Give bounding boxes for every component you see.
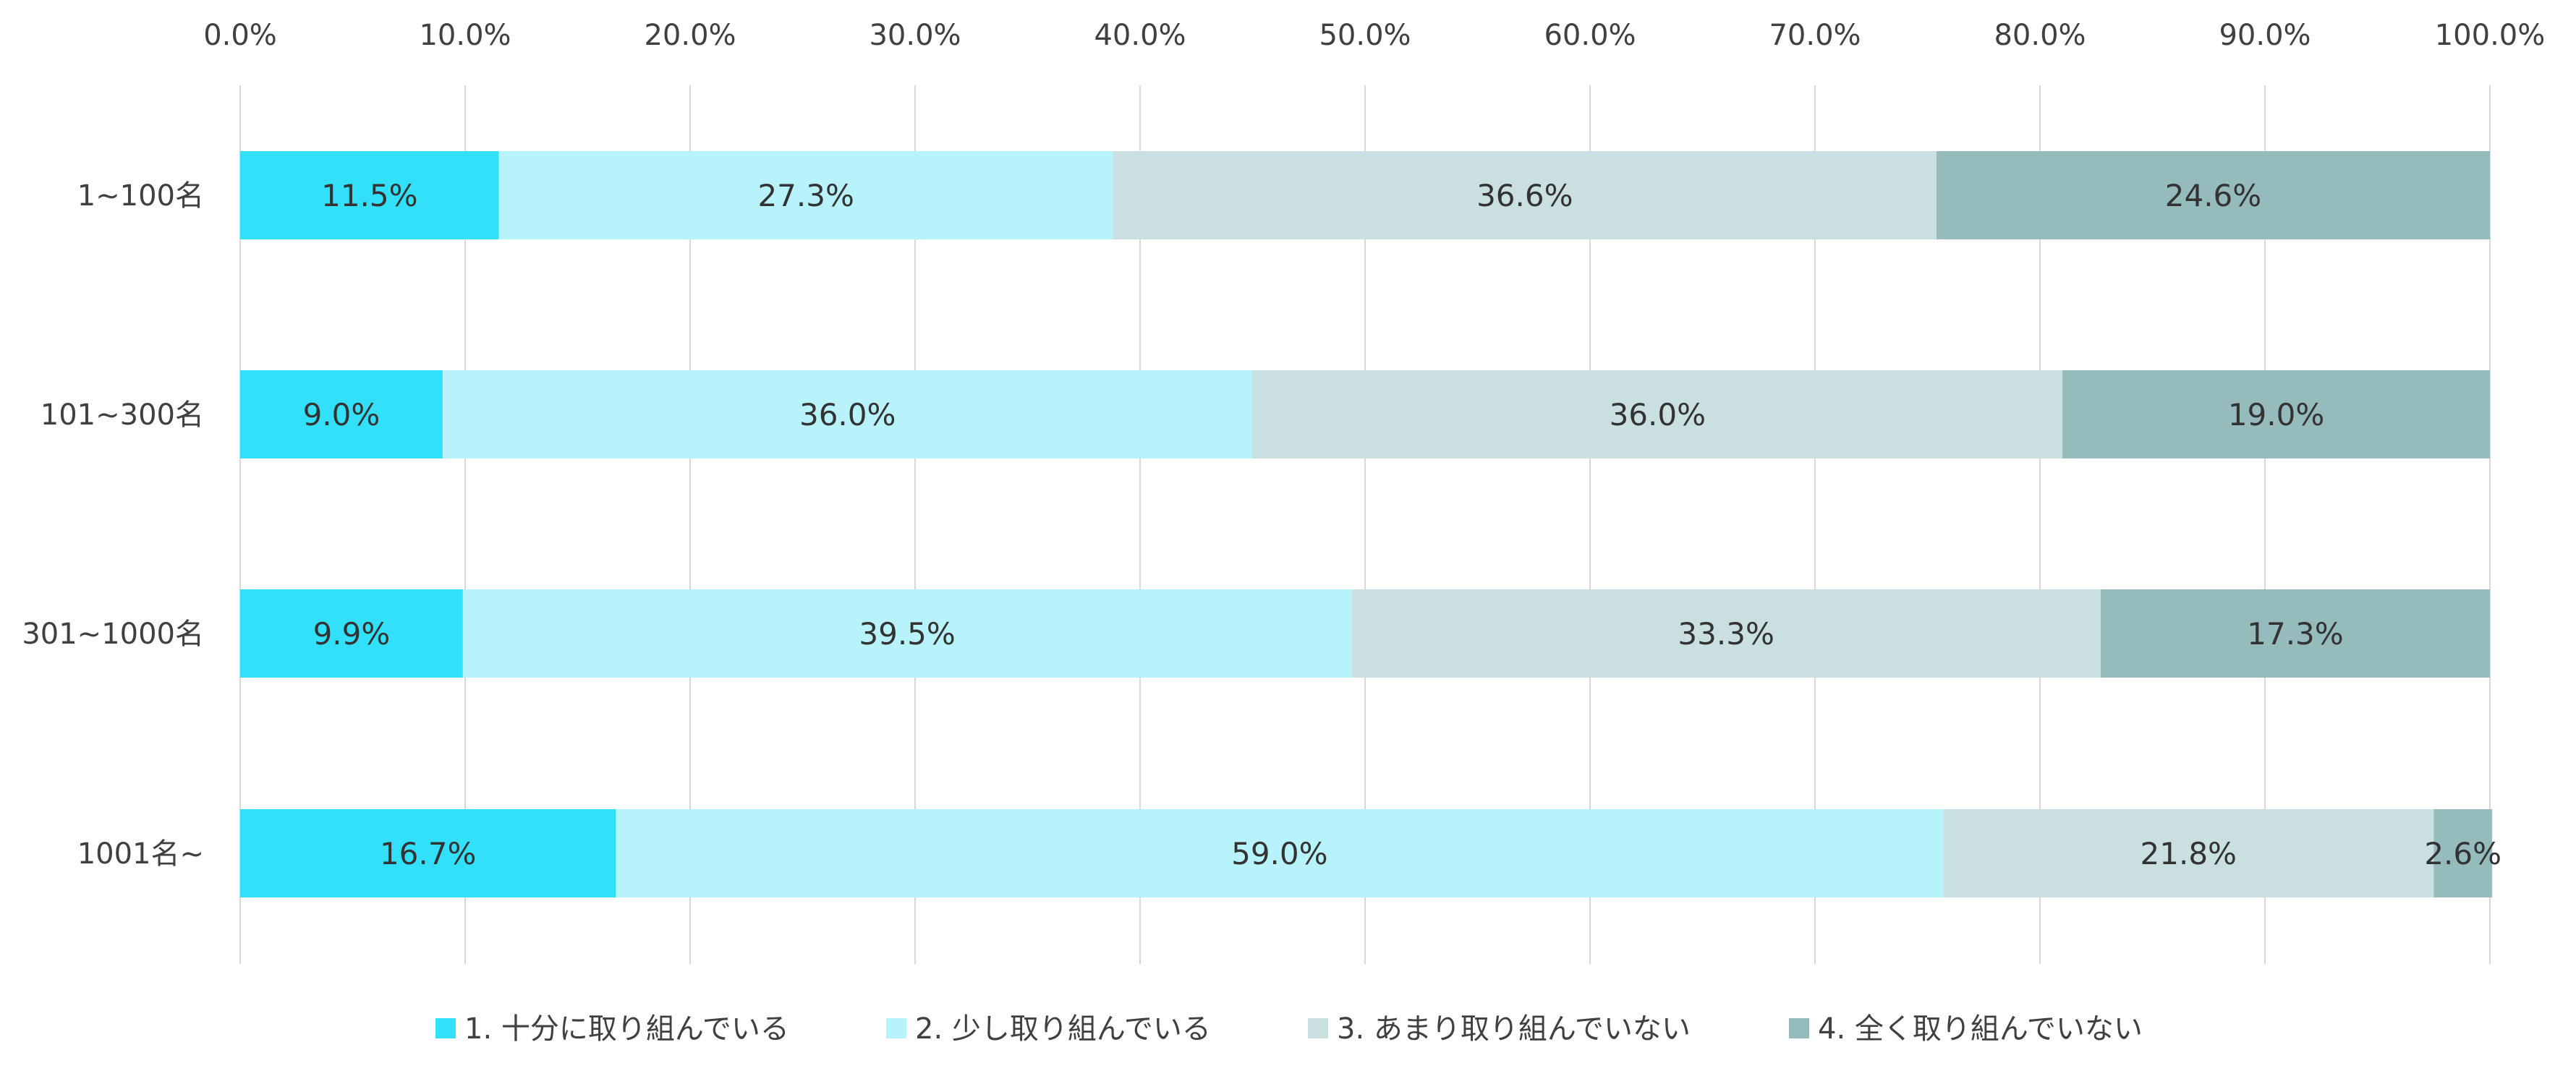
x-tick-label: 0.0% [203, 19, 277, 52]
data-label: 36.0% [799, 397, 896, 432]
bar-segment [240, 809, 616, 897]
data-label: 24.6% [2165, 178, 2261, 213]
bar-segment [1113, 151, 1937, 239]
data-label: 33.3% [1678, 616, 1774, 652]
data-label: 27.3% [757, 178, 854, 213]
category-label: 1~100名 [77, 179, 204, 213]
data-label: 9.9% [313, 616, 391, 652]
x-tick-label: 100.0% [2435, 19, 2546, 52]
x-tick-label: 80.0% [1994, 19, 2086, 52]
bars [240, 151, 2493, 897]
legend: 1. 十分に取り組んでいる 2. 少し取り組んでいる 3. あまり取り組んでいない 4… [435, 1012, 2143, 1046]
category-label: 1001名~ [77, 837, 204, 871]
data-label: 2.6% [2424, 836, 2501, 871]
legend-swatch [1789, 1018, 1809, 1038]
data-labels: 11.5% 27.3% 36.6% 24.6% 9.0% 36.0% 36.0% 19.0% 9… [303, 178, 2501, 871]
data-label: 21.8% [2141, 836, 2237, 871]
bar-segment [498, 151, 1113, 239]
x-tick-label: 20.0% [644, 19, 736, 52]
x-tick-label: 60.0% [1544, 19, 1636, 52]
data-label: 36.0% [1610, 397, 1706, 432]
legend-swatch [1308, 1018, 1328, 1038]
legend-label: 3. あまり取り組んでいない [1337, 1012, 1691, 1046]
bar-segment [442, 370, 1253, 458]
bar-segment [1936, 151, 2490, 239]
x-tick-label: 40.0% [1094, 19, 1186, 52]
data-label: 11.5% [321, 178, 417, 213]
legend-swatch [435, 1018, 456, 1038]
x-tick-label: 30.0% [869, 19, 961, 52]
bar-segment [616, 809, 1944, 897]
bar-segment [2433, 809, 2493, 897]
category-labels: 1~100名 101~300名 301~1000名 1001名~ [22, 179, 204, 871]
bar-segment [240, 151, 499, 239]
category-label: 101~300名 [41, 398, 204, 432]
bar-segment [1252, 370, 2063, 458]
category-label: 301~1000名 [22, 618, 204, 651]
legend-swatch [886, 1018, 906, 1038]
data-label: 16.7% [380, 836, 476, 871]
legend-label: 1. 十分に取り組んでいる [464, 1012, 789, 1046]
data-label: 36.6% [1476, 178, 1573, 213]
x-tick-label: 90.0% [2219, 19, 2311, 52]
x-tick-label: 50.0% [1319, 19, 1411, 52]
data-label: 9.0% [303, 397, 381, 432]
bar-segment [1943, 809, 2434, 897]
data-label: 19.0% [2228, 397, 2324, 432]
bar-segment [462, 589, 1352, 678]
data-label: 39.5% [859, 616, 955, 652]
x-axis-ticks: 0.0% 10.0% 20.0% 30.0% 40.0% 50.0% 60.0% 70.0% 8… [203, 19, 2545, 52]
x-tick-label: 70.0% [1769, 19, 1861, 52]
data-label: 59.0% [1231, 836, 1327, 871]
legend-label: 4. 全く取り組んでいない [1818, 1012, 2143, 1046]
bar-segment [240, 370, 443, 458]
data-label: 17.3% [2247, 616, 2343, 652]
bar-segment [1351, 589, 2101, 678]
bar-segment [240, 589, 463, 678]
bar-segment [2062, 370, 2490, 458]
bar-segment [2100, 589, 2490, 678]
x-tick-label: 10.0% [419, 19, 511, 52]
legend-label: 2. 少し取り組んでいる [915, 1012, 1211, 1046]
